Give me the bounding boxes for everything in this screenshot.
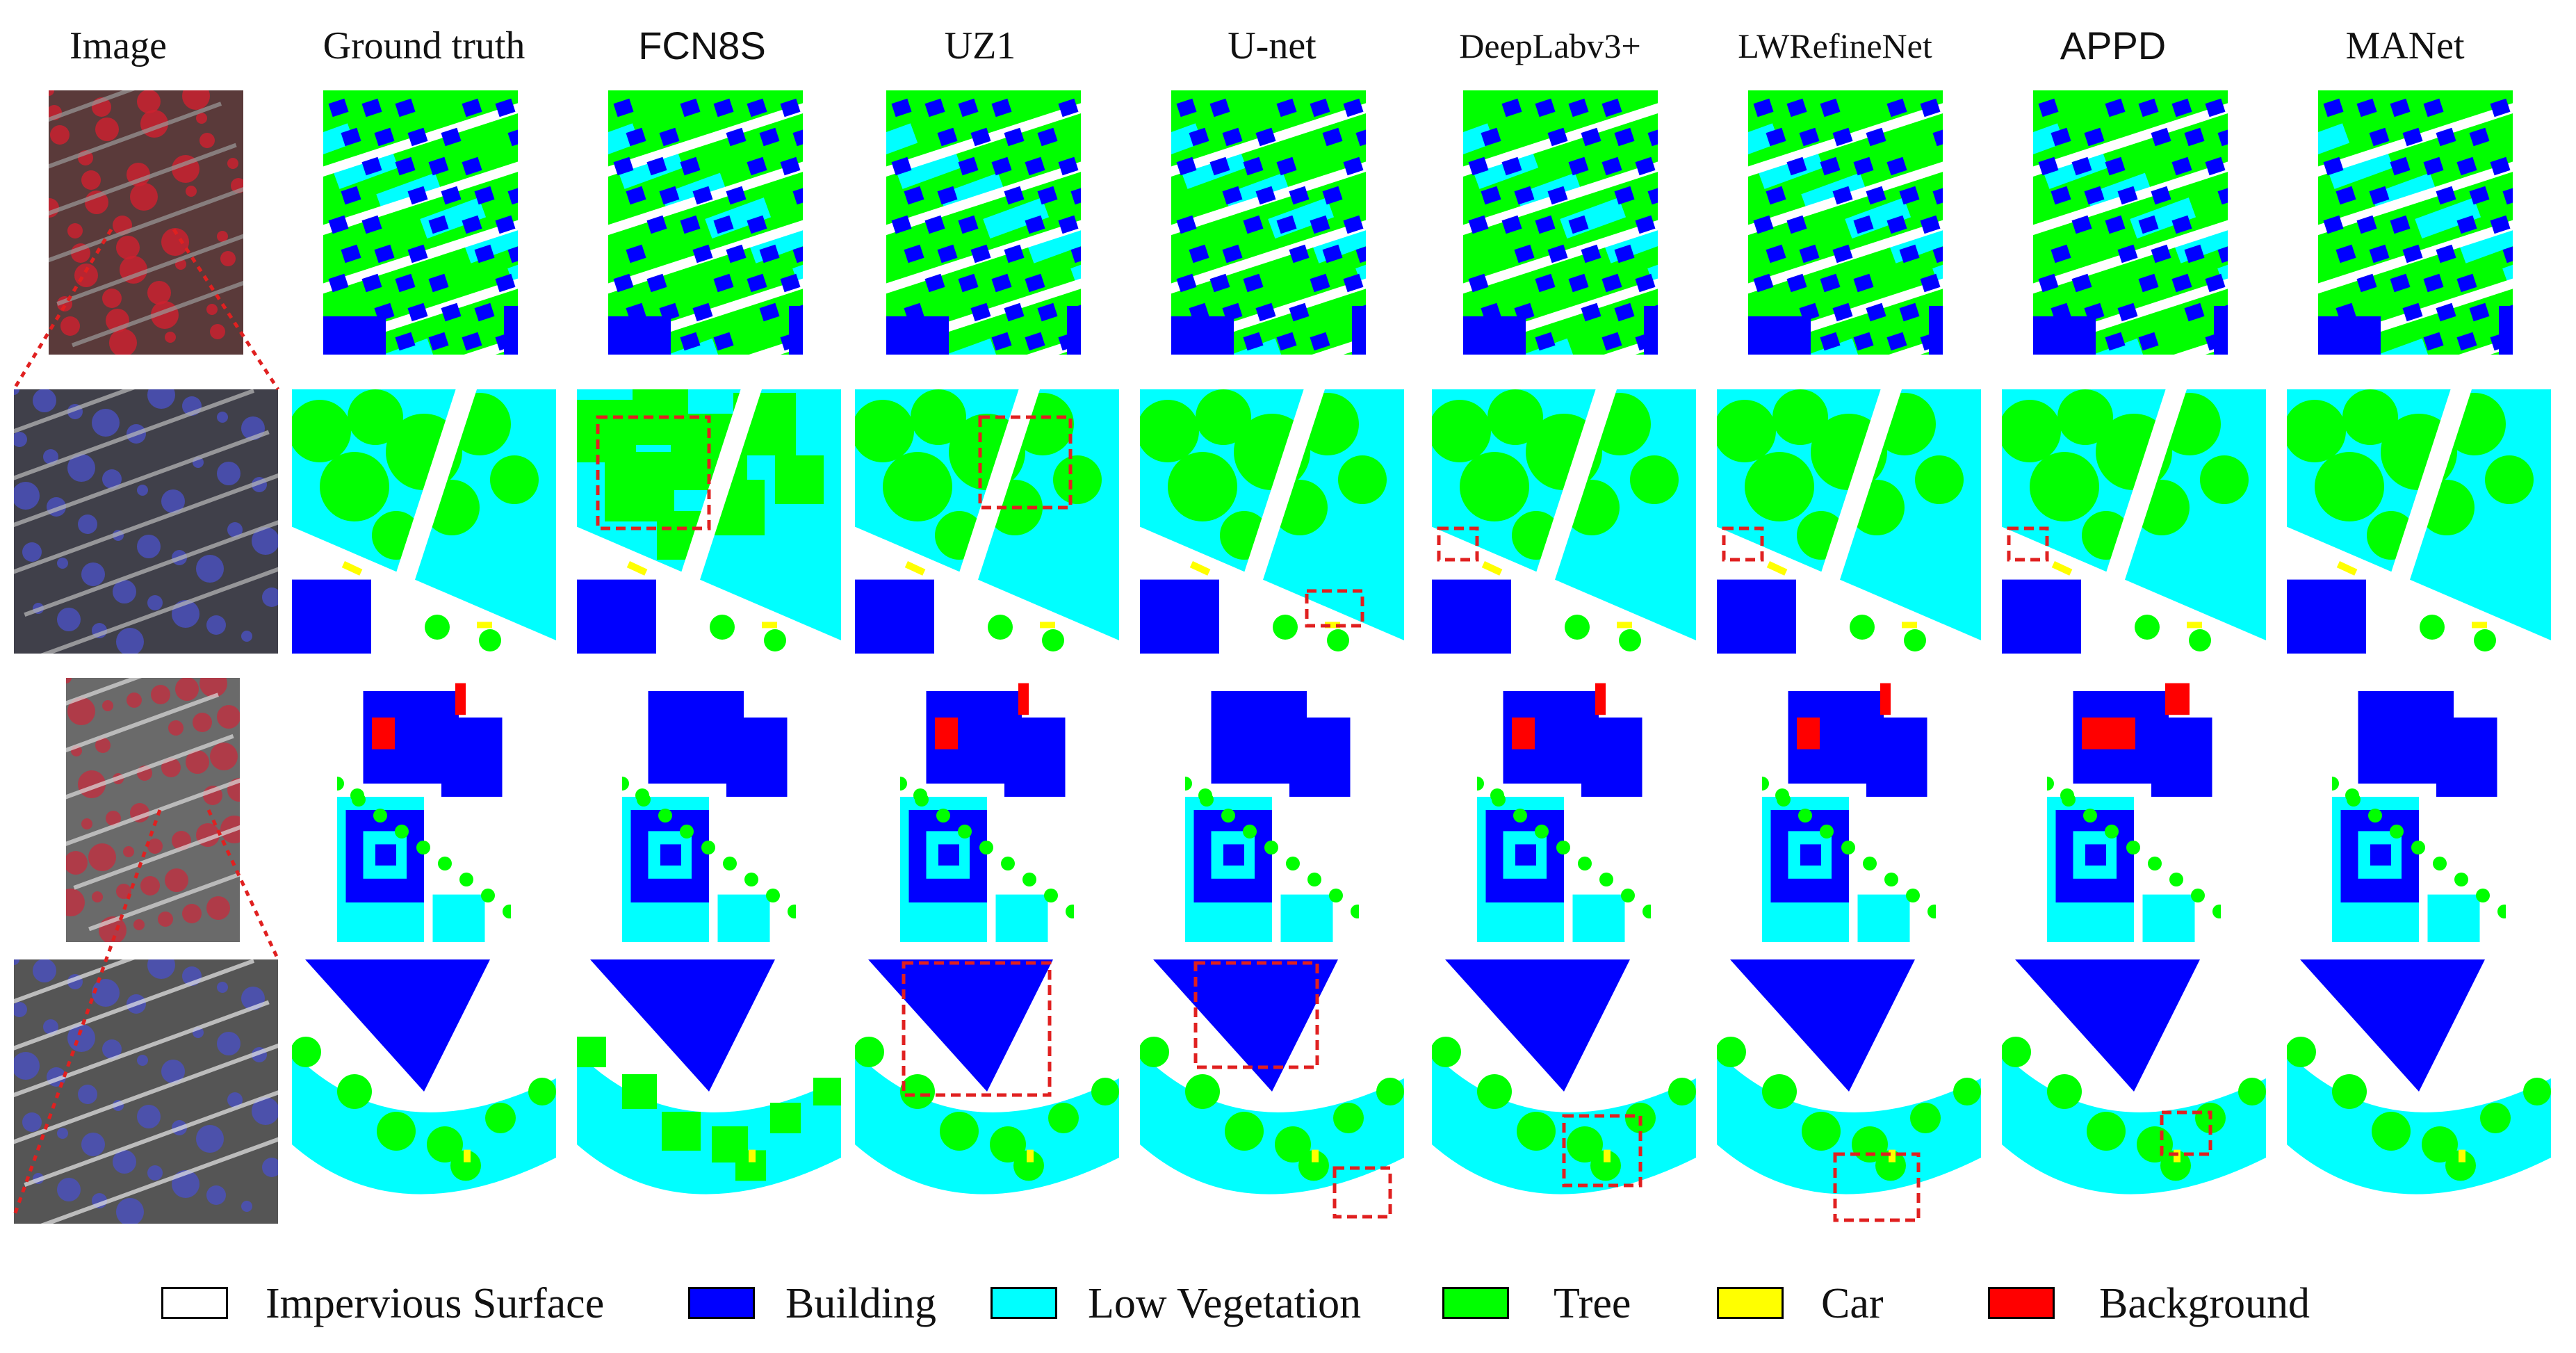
column-title-deeplabv3: DeepLabv3+ (1459, 26, 1641, 65)
legend-label-building: Building (785, 1280, 937, 1327)
segmap-row1-fcn8s (608, 90, 803, 355)
segmap-row1-deeplab (1463, 90, 1658, 355)
image-row4 (14, 959, 278, 1224)
segmap-row4-lwrefinenet (1717, 959, 1981, 1224)
segmap-row2-fcn8s (577, 389, 841, 654)
segmap-row3-gt (337, 678, 511, 942)
image-row2 (14, 389, 278, 654)
legend-swatch-car (1717, 1287, 1784, 1319)
segmap-row3-lwrefinenet (1762, 678, 1936, 942)
segmap-row3-appd (2047, 678, 2221, 942)
legend-swatch-background (1988, 1287, 2055, 1319)
image-row3 (66, 678, 240, 942)
image-row1 (49, 90, 243, 355)
segmap-row3-manet (2332, 678, 2506, 942)
legend-swatch-lowveg (991, 1287, 1057, 1319)
segmap-row2-manet (2287, 389, 2551, 654)
segmap-row4-deeplab (1432, 959, 1696, 1224)
segmap-row4-uz1 (855, 959, 1119, 1224)
segmap-row4-gt (292, 959, 556, 1224)
segmap-row3-deeplab (1477, 678, 1651, 942)
segmap-row1-lwrefinenet (1748, 90, 1943, 355)
column-title-fcn8s: FCN8S (638, 24, 766, 67)
column-title-ground-truth: Ground truth (323, 24, 525, 67)
segmap-row2-lwrefinenet (1717, 389, 1981, 654)
segmap-row2-appd (2002, 389, 2266, 654)
segmap-row2-gt (292, 389, 556, 654)
segmap-row1-appd (2033, 90, 2228, 355)
legend-swatch-impervious (161, 1287, 228, 1319)
legend-label-background: Background (2099, 1280, 2310, 1327)
segmap-row1-unet (1171, 90, 1366, 355)
legend-label-lowveg: Low Vegetation (1088, 1280, 1362, 1327)
legend-swatch-tree (1442, 1287, 1509, 1319)
segmap-row1-gt (323, 90, 518, 355)
legend-label-impervious: Impervious Surface (266, 1280, 605, 1327)
segmap-row4-appd (2002, 959, 2266, 1224)
column-title-appd: APPD (2060, 24, 2167, 67)
segmap-row1-uz1 (886, 90, 1081, 355)
segmap-row1-manet (2318, 90, 2513, 355)
segmap-row4-fcn8s (577, 959, 841, 1224)
segmap-row3-unet (1185, 678, 1359, 942)
legend-swatch-building (688, 1287, 755, 1319)
segmap-row3-uz1 (900, 678, 1074, 942)
column-title-lwrefinenet: LWRefineNet (1738, 26, 1932, 65)
segmap-row4-manet (2287, 959, 2551, 1224)
column-title-uz1: UZ1 (944, 24, 1016, 67)
legend-label-car: Car (1821, 1280, 1884, 1327)
segmap-row2-deeplab (1432, 389, 1696, 654)
segmap-row4-unet (1140, 959, 1404, 1224)
legend-label-tree: Tree (1554, 1280, 1631, 1327)
column-title-image: Image (70, 24, 167, 67)
column-title-manet: MANet (2345, 24, 2465, 67)
segmap-row2-uz1 (855, 389, 1119, 654)
segmap-row2-unet (1140, 389, 1404, 654)
column-title-unet: U-net (1228, 24, 1316, 67)
segmap-row3-fcn8s (622, 678, 796, 942)
